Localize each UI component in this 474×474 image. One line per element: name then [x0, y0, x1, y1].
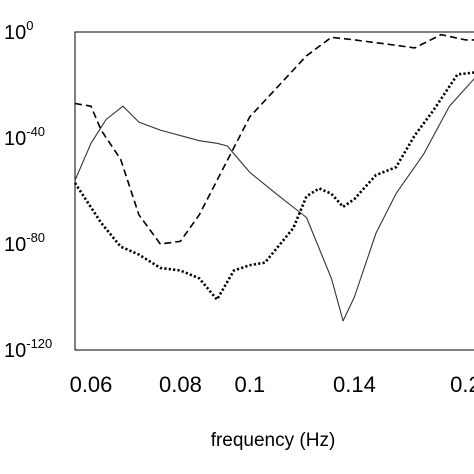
y-tick-label: 10-80: [4, 230, 45, 256]
y-tick-label: 100: [4, 18, 33, 44]
series-layer: [73, 33, 474, 322]
x-tick-label: 0.14: [333, 372, 376, 397]
x-tick-label: 0.1: [235, 372, 266, 397]
x-axis-label: frequency (Hz): [211, 430, 336, 451]
series-line-solid: [74, 78, 474, 322]
x-axis-tick-labels: 0.06 0.08 0.1 0.14 0.2: [70, 372, 474, 397]
x-tick-label: 0.2: [450, 372, 474, 397]
y-axis-tick-labels: 100 10-40 10-80 10-120: [4, 18, 52, 362]
y-tick-label: 10-40: [4, 124, 45, 150]
plot-frame: [74, 31, 474, 351]
x-tick-label: 0.08: [159, 372, 202, 397]
x-tick-label: 0.06: [70, 372, 113, 397]
series-line-dotted: [73, 71, 474, 301]
y-tick-label: 10-120: [4, 336, 52, 362]
series-line-dashed: [74, 33, 474, 245]
